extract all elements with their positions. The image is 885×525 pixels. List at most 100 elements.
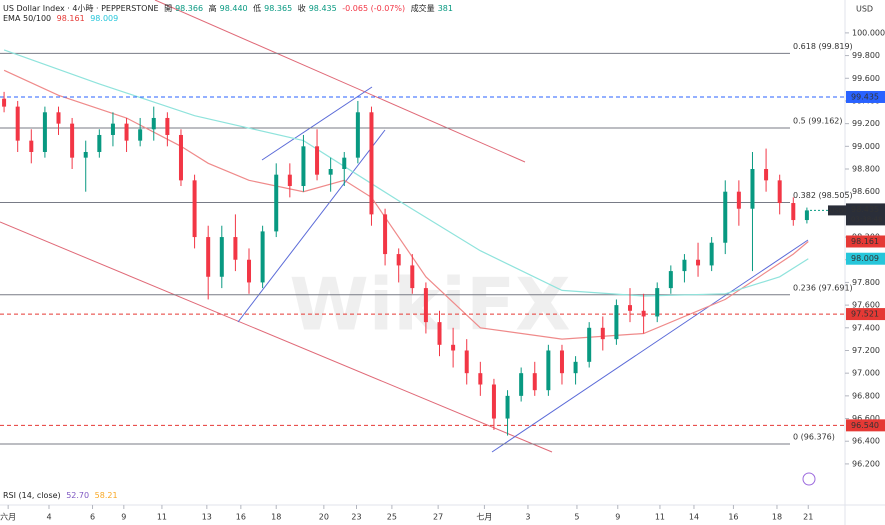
- x-tick-label: 13: [202, 513, 212, 522]
- candle-body: [437, 322, 442, 345]
- candle-body: [723, 191, 728, 243]
- candle-body: [600, 327, 605, 340]
- x-tick-label: 六月: [0, 512, 16, 522]
- y-tick-label: 99.800: [852, 51, 880, 60]
- quote-value: 98.440: [219, 4, 248, 13]
- candle-body: [573, 361, 578, 374]
- price-label: 97.521: [851, 310, 879, 319]
- candle-body: [383, 214, 388, 255]
- volume: 381: [437, 4, 453, 13]
- alert-icon[interactable]: [802, 472, 816, 486]
- x-tick-label: 23: [351, 513, 361, 522]
- rsi-value: 58.21: [94, 491, 118, 500]
- y-tick-label: 96.600: [852, 414, 880, 423]
- candle-body: [178, 134, 183, 181]
- y-tick-label: 100.000: [852, 28, 885, 37]
- last-price-box: [846, 203, 885, 226]
- y-tick-label: 99.600: [852, 74, 880, 83]
- price-label-box: [846, 308, 885, 321]
- y-tick-label: 98.800: [852, 165, 880, 174]
- ema-value: 98.161: [56, 14, 85, 23]
- trendline: [0, 221, 553, 453]
- candle-body: [70, 123, 75, 158]
- quote-value: 98.366: [175, 4, 204, 13]
- candle-body: [668, 271, 673, 289]
- fib-label: 0.5 (99.162): [793, 116, 843, 125]
- candle-body: [478, 373, 483, 385]
- quote-key: 低: [253, 4, 262, 13]
- fib-label: 0.618 (99.819): [793, 42, 853, 51]
- x-tick-label: 16: [728, 513, 738, 522]
- candle-body: [682, 259, 687, 272]
- candle-body: [369, 112, 374, 215]
- symbol-tag: USDX: [830, 206, 849, 214]
- candle-body: [83, 151, 88, 158]
- candle-body: [709, 242, 714, 266]
- candle-body: [532, 373, 537, 391]
- trendline: [237, 129, 386, 323]
- candle-body: [614, 305, 619, 340]
- candle-body: [750, 169, 755, 209]
- y-tick-label: 99.200: [852, 119, 880, 128]
- candle-body: [42, 112, 47, 152]
- candle-body: [233, 237, 238, 260]
- price-label-box: [846, 90, 885, 103]
- x-tick-label: 9: [121, 513, 126, 522]
- candle-body: [423, 288, 428, 323]
- price-label: 99.435: [851, 92, 879, 101]
- ema-line: [3, 49, 809, 297]
- candle-body: [56, 112, 61, 124]
- x-tick-label: 4: [46, 513, 51, 522]
- watermark: WikiFX: [289, 263, 570, 347]
- candle-body: [804, 210, 809, 221]
- candle-body: [777, 180, 782, 204]
- candle-body: [29, 140, 34, 152]
- rsi-value: 52.70: [66, 491, 90, 500]
- price-label-box: [846, 235, 885, 248]
- trendline: [154, 0, 526, 163]
- x-tick-label: 11: [157, 513, 167, 522]
- y-tick-label: 98.600: [852, 187, 880, 196]
- y-tick-label: 97.800: [852, 278, 880, 287]
- last-price: 98.435: [851, 205, 879, 214]
- x-tick-label: 27: [433, 513, 443, 522]
- fib-label: 0.236 (97.691): [793, 283, 853, 292]
- candle-body: [791, 203, 796, 221]
- x-tick-label: 七月: [476, 513, 492, 522]
- x-tick-label: 5: [574, 513, 579, 522]
- candle-body: [151, 117, 156, 130]
- x-tick-label: 18: [271, 513, 281, 522]
- x-tick-label: 16: [236, 513, 246, 522]
- candle-body: [110, 123, 115, 135]
- candle-body: [587, 327, 592, 362]
- candle-body: [315, 146, 320, 175]
- y-tick-label: 97.400: [852, 323, 880, 332]
- y-tick-label: 97.000: [852, 369, 880, 378]
- candle-body: [138, 129, 143, 141]
- symbol-legend: US Dollar Index · 4小時 · PEPPERSTONE 開 98.…: [3, 3, 456, 14]
- candle-body: [124, 123, 129, 141]
- countdown: 03:38:48: [851, 215, 882, 223]
- price-label: 96.540: [851, 421, 879, 430]
- drawings: [0, 0, 809, 453]
- candles: [2, 91, 809, 436]
- candle-body: [396, 254, 401, 266]
- price-label-box: [846, 419, 885, 432]
- candle-body: [219, 237, 224, 277]
- y-tick-label: 96.400: [852, 437, 880, 446]
- candle-body: [260, 231, 265, 283]
- quote-key: 收: [297, 4, 306, 13]
- change: -0.065 (-0.07%): [342, 4, 406, 13]
- ema-value: 98.009: [90, 14, 119, 23]
- candle-body: [451, 344, 456, 351]
- rsi-legend: RSI (14, close) 52.70 58.21: [3, 491, 121, 500]
- ema-legend: EMA 50/100 98.161 98.009: [3, 14, 121, 23]
- candle-body: [546, 350, 551, 391]
- x-tick-label: 9: [615, 513, 620, 522]
- quote-key: 高: [208, 4, 217, 13]
- candle-body: [2, 98, 7, 107]
- candle-body: [736, 191, 741, 209]
- y-tick-label: 96.800: [852, 391, 880, 400]
- x-tick-label: 20: [319, 513, 329, 522]
